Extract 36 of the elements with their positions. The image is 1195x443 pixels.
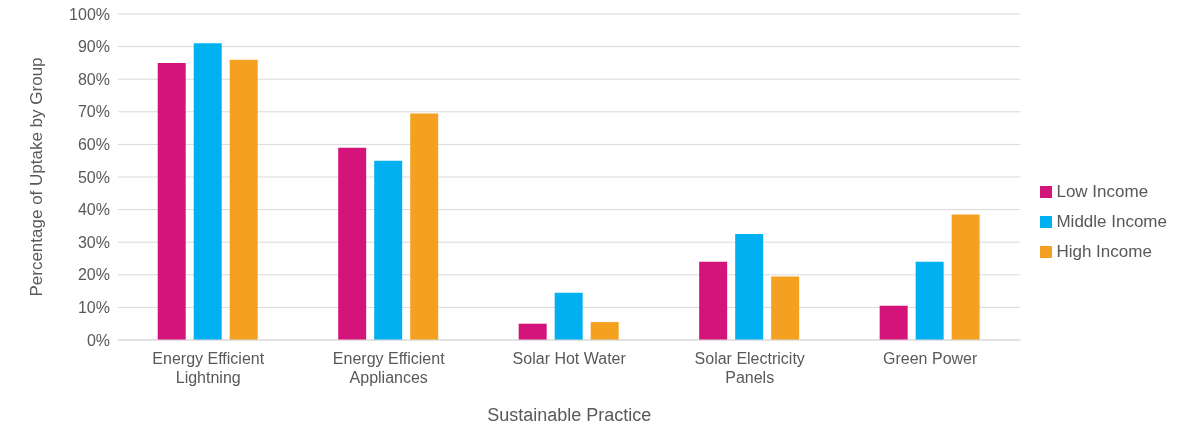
bar	[879, 305, 908, 340]
y-tick-label: 80%	[77, 70, 110, 88]
x-tick-label: Solar Hot Water	[512, 350, 627, 367]
x-tick-label: Energy Efficient Lightning	[152, 350, 265, 386]
y-tick-label: 70%	[77, 103, 110, 121]
x-tick-label: Energy Efficient Appliances	[332, 350, 446, 386]
bar	[554, 292, 583, 340]
bar	[590, 322, 619, 340]
y-tick-label: 90%	[77, 38, 110, 56]
legend-label: Low Income	[1056, 181, 1149, 201]
x-tick-label: Green Power	[883, 350, 978, 367]
bar	[951, 214, 980, 340]
y-tick-label: 0%	[86, 331, 110, 349]
x-tick-label: Solar Electricity Panels	[694, 350, 805, 386]
bar	[193, 43, 222, 340]
bar	[374, 160, 403, 340]
bar	[518, 323, 547, 340]
bar	[735, 234, 764, 340]
y-axis-title: Percentage of Uptake by Group	[27, 57, 47, 297]
legend-label: High Income	[1056, 241, 1152, 261]
y-tick-label: 50%	[77, 168, 110, 186]
y-tick-label: 100%	[69, 5, 110, 23]
y-tick-label: 10%	[77, 299, 110, 317]
y-tick-label: 20%	[77, 266, 110, 284]
bar	[699, 261, 728, 340]
bar	[157, 62, 186, 340]
bar	[915, 261, 944, 340]
bar	[229, 59, 258, 340]
bar	[771, 276, 800, 340]
y-tick-label: 40%	[77, 201, 110, 219]
bar	[410, 113, 439, 340]
bar	[338, 147, 367, 340]
x-axis-title: Sustainable Practice	[487, 405, 652, 425]
y-tick-label: 30%	[77, 233, 110, 251]
legend-label: Middle Income	[1056, 211, 1167, 231]
y-tick-label: 60%	[77, 136, 110, 154]
